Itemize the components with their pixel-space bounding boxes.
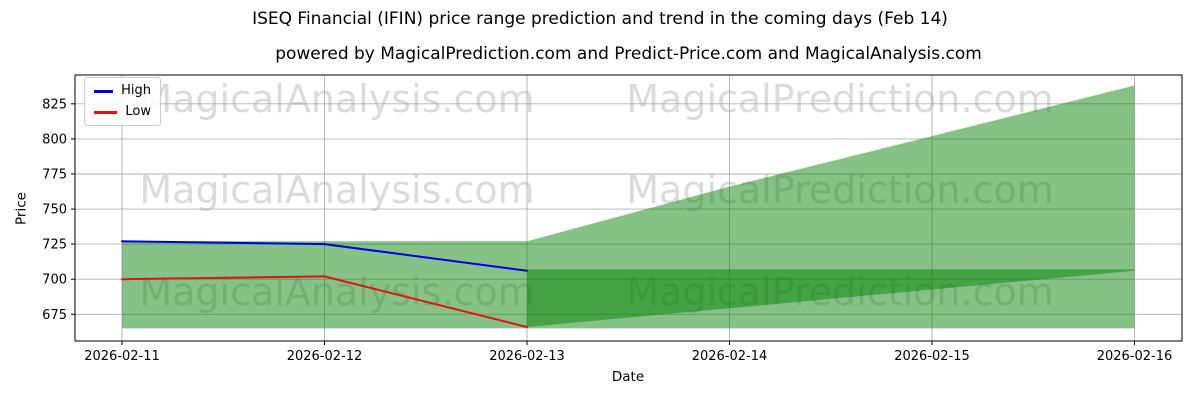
tick-label-y: 675 [42, 308, 67, 323]
tick-label-y: 725 [42, 238, 67, 253]
legend-line-high-icon [94, 89, 114, 93]
tick-label-x: 2026-02-13 [489, 349, 565, 364]
plot-frame [74, 74, 1183, 342]
tick-label-x: 2026-02-15 [894, 349, 970, 364]
chart-subtitle: powered by MagicalPrediction.com and Pre… [275, 44, 982, 64]
legend-line-low-icon [94, 110, 118, 114]
tick-label-x: 2026-02-11 [84, 349, 160, 364]
series-line-high [121, 240, 528, 272]
legend: High Low [84, 77, 161, 126]
legend-item-high: High [94, 84, 151, 98]
tick-label-x: 2026-02-12 [287, 349, 363, 364]
chart-title: ISEQ Financial (IFIN) price range predic… [252, 9, 948, 29]
tick-label-x: 2026-02-14 [692, 349, 768, 364]
tick-label-y: 700 [42, 273, 67, 288]
tick-label-y: 775 [42, 168, 67, 183]
x-axis-label: Date [611, 369, 645, 385]
tick-label-x: 2026-02-16 [1097, 349, 1173, 364]
band-historical-range [122, 241, 527, 329]
tick-label-y: 750 [42, 203, 67, 218]
tick-label-y: 825 [42, 97, 67, 112]
band-prediction-fan [527, 85, 1135, 329]
legend-item-low: Low [94, 105, 151, 119]
legend-label-high: High [121, 83, 151, 98]
series-line-low [121, 275, 528, 328]
band-prediction-core [527, 269, 1135, 327]
y-axis-label: Price [13, 192, 30, 225]
tick-label-y: 800 [42, 132, 67, 147]
legend-label-low: Low [125, 104, 151, 119]
